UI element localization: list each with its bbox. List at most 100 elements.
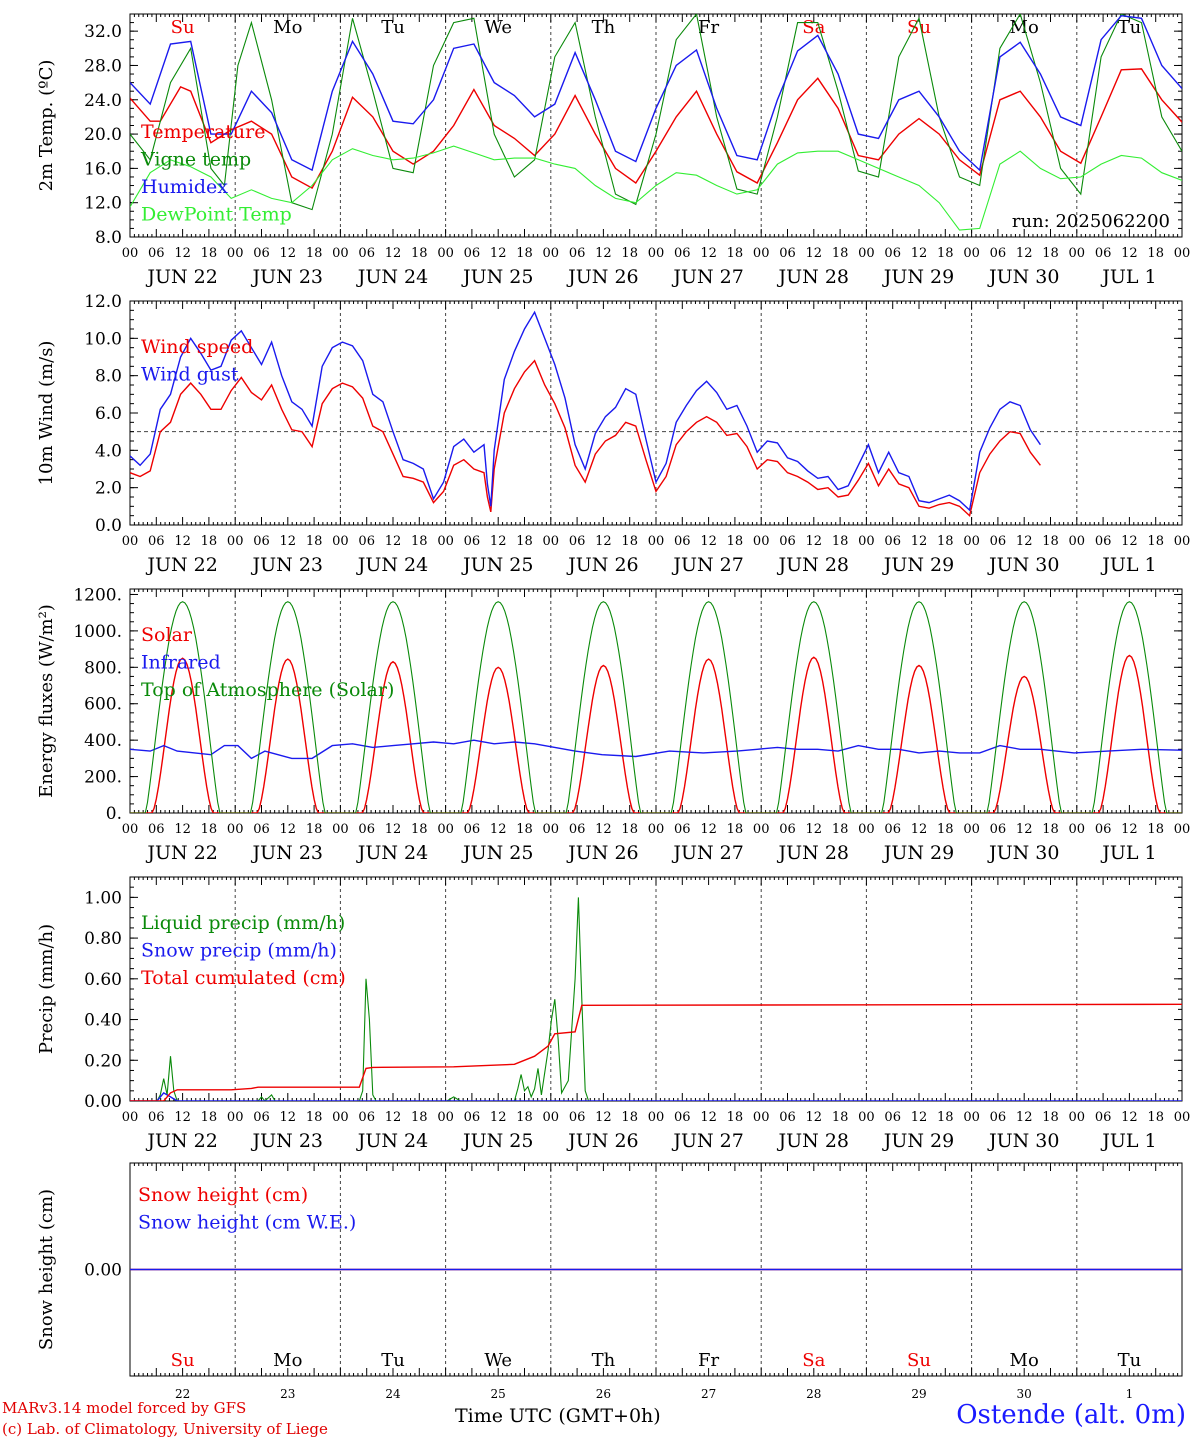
hour-tick-label: 12 [595, 246, 612, 261]
hour-tick-label: 00 [437, 246, 454, 261]
legend-entry: Total cumulated (cm) [141, 967, 346, 989]
weekday-label: Mo [1010, 1350, 1039, 1371]
hour-tick-label: 18 [411, 246, 428, 261]
hour-tick-label: 18 [727, 822, 744, 837]
weekday-label: Su [171, 17, 195, 38]
legend-entry: Vigne temp [140, 149, 251, 171]
series-line-solar [130, 654, 1182, 813]
legend-entry: Liquid precip (mm/h) [141, 912, 345, 934]
series-line-dewpoint-temp [130, 145, 1182, 231]
legend-entry: DewPoint Temp [141, 204, 292, 226]
day-number-label: 30 [1017, 1387, 1032, 1401]
date-label: JUN 28 [777, 266, 849, 288]
hour-tick-label: 18 [411, 1110, 428, 1125]
date-label: JUN 27 [671, 842, 743, 864]
hour-tick-label: 12 [806, 534, 823, 549]
hour-tick-label: 00 [753, 1110, 770, 1125]
date-label: JUL 1 [1100, 554, 1156, 576]
hour-tick-label: 06 [464, 822, 481, 837]
date-label: JUN 30 [987, 842, 1059, 864]
hour-tick-label: 18 [411, 534, 428, 549]
hour-tick-label: 00 [648, 534, 665, 549]
date-label: JUN 25 [461, 266, 533, 288]
hour-tick-label: 00 [543, 534, 560, 549]
hour-tick-label: 06 [884, 1110, 901, 1125]
hour-tick-label: 06 [148, 822, 165, 837]
hour-tick-label: 18 [1147, 1110, 1164, 1125]
series-line-wind-speed [130, 359, 1041, 518]
y-tick-label: 28.0 [84, 56, 122, 76]
series-line-liquid-precip-mm-h- [130, 897, 1182, 1101]
weekday-label: Mo [273, 17, 302, 38]
panel-energy: 0. 200. 400. 600. 800. 1000. 1200. Energy fluxe… [36, 585, 1190, 864]
credit-line-1: MARv3.14 model forced by GFS [2, 1399, 247, 1417]
hour-tick-label: 06 [674, 822, 691, 837]
date-label: JUN 24 [356, 266, 428, 288]
y-tick-label: 8.0 [95, 367, 122, 387]
hour-tick-label: 00 [963, 1110, 980, 1125]
legend-entry: Snow height (cm) [138, 1184, 308, 1206]
y-tick-label: 1.00 [84, 888, 122, 908]
y-axis-label: Precip (mm/h) [36, 924, 57, 1054]
hour-tick-label: 12 [595, 822, 612, 837]
date-label: JUN 26 [566, 842, 638, 864]
y-tick-label: 0.0 [95, 516, 122, 536]
hour-tick-label: 18 [201, 246, 218, 261]
hour-tick-label: 00 [332, 1110, 349, 1125]
y-tick-label: 24.0 [84, 91, 122, 111]
weekday-label: Su [907, 17, 931, 38]
hour-tick-label: 18 [1147, 534, 1164, 549]
hour-tick-label: 00 [543, 822, 560, 837]
hour-tick-label: 00 [122, 534, 139, 549]
hour-tick-label: 06 [253, 246, 270, 261]
date-label: JUN 30 [987, 1130, 1059, 1152]
run-annotation: run: 2025062200 [1012, 211, 1170, 232]
series-group [130, 601, 1182, 813]
hour-tick-label: 18 [516, 246, 533, 261]
hour-tick-label: 06 [884, 246, 901, 261]
date-label: JUN 23 [251, 842, 323, 864]
hour-tick-label: 12 [490, 534, 507, 549]
hour-tick-label: 06 [674, 534, 691, 549]
hour-tick-label: 06 [148, 1110, 165, 1125]
hour-tick-label: 12 [490, 822, 507, 837]
hour-tick-label: 00 [858, 822, 875, 837]
hour-tick-label: 18 [832, 822, 849, 837]
hour-tick-label: 12 [911, 822, 928, 837]
weekday-label: Mo [273, 1350, 302, 1371]
series-line-top-of-atmosphere-solar- [130, 601, 1182, 813]
hour-tick-label: 18 [1147, 246, 1164, 261]
hour-tick-label: 06 [990, 246, 1007, 261]
hour-tick-label: 00 [963, 246, 980, 261]
hour-tick-label: 06 [884, 822, 901, 837]
date-label: JUN 26 [566, 1130, 638, 1152]
hour-tick-label: 12 [595, 534, 612, 549]
hour-tick-label: 12 [385, 534, 402, 549]
hour-tick-label: 12 [174, 822, 191, 837]
date-label: JUN 22 [145, 1130, 217, 1152]
hour-tick-label: 18 [201, 822, 218, 837]
weekday-label: Su [171, 1350, 195, 1371]
y-tick-label: 16.0 [84, 159, 122, 179]
x-axis-label: Time UTC (GMT+0h) [455, 1405, 661, 1427]
y-tick-label: 10.0 [84, 329, 122, 349]
hour-tick-label: 12 [490, 246, 507, 261]
hour-tick-label: 12 [174, 534, 191, 549]
weekday-label: Th [592, 1350, 616, 1371]
y-tick-label: 1000. [73, 622, 122, 642]
panel-frame [129, 588, 1183, 814]
hour-tick-label: 06 [358, 822, 375, 837]
hour-tick-label: 18 [621, 822, 638, 837]
hour-tick-label: 18 [516, 534, 533, 549]
hour-tick-label: 06 [358, 1110, 375, 1125]
hour-tick-label: 12 [1121, 1110, 1138, 1125]
weekday-label: Th [592, 17, 616, 38]
hour-tick-label: 12 [700, 534, 717, 549]
hour-tick-label: 06 [1095, 534, 1112, 549]
weekday-label: We [484, 1350, 512, 1371]
hour-tick-label: 18 [306, 534, 323, 549]
hour-tick-label: 18 [1147, 822, 1164, 837]
y-tick-label: 20.0 [84, 125, 122, 145]
date-label: JUN 27 [671, 554, 743, 576]
